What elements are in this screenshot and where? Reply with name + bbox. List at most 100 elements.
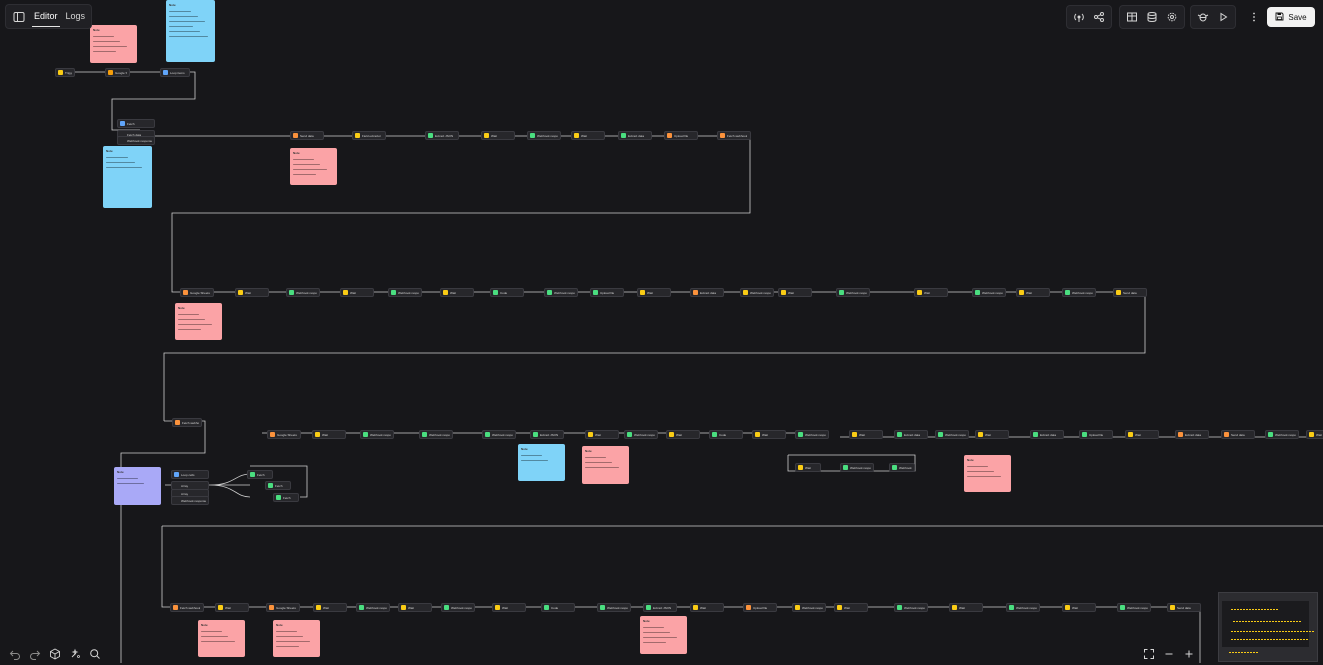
sticky-note[interactable]: Note — [273, 620, 320, 657]
workflow-node[interactable]: Wait — [585, 430, 619, 439]
fullscreen-icon[interactable] — [1140, 645, 1158, 663]
sidebar-toggle-icon[interactable] — [10, 8, 28, 26]
database-icon[interactable] — [1143, 8, 1161, 26]
auto-layout-icon[interactable] — [66, 645, 84, 663]
workflow-node[interactable]: Wait — [752, 430, 786, 439]
workflow-node[interactable]: Extract JSON — [425, 131, 459, 140]
workflow-node[interactable]: Fetch webhook — [170, 603, 204, 612]
workflow-node[interactable]: Extract data — [690, 288, 724, 297]
workflow-node[interactable]: Webhook response — [894, 603, 928, 612]
cube-icon[interactable] — [46, 645, 64, 663]
workflow-node[interactable]: Loop cells — [171, 470, 209, 479]
sticky-note[interactable]: Note — [166, 0, 215, 62]
sticky-note[interactable]: Note — [90, 25, 137, 63]
workflow-node[interactable]: Webhook response — [795, 430, 829, 439]
workflow-node[interactable]: Send data — [1113, 288, 1147, 297]
workflow-node[interactable]: Code — [490, 288, 524, 297]
workflow-node[interactable]: Wait — [834, 603, 868, 612]
workflow-node[interactable]: Google Sheets — [180, 288, 214, 297]
workflow-node[interactable]: Webhook response — [1062, 288, 1096, 297]
workflow-node[interactable]: Wait — [235, 288, 269, 297]
workflow-node[interactable]: Upload file — [743, 603, 777, 612]
workflow-node[interactable]: Fetch — [273, 493, 299, 502]
workflow-node[interactable]: Webhook response — [597, 603, 631, 612]
workflow-node[interactable]: Wait — [312, 430, 346, 439]
sticky-note[interactable]: Note — [103, 146, 152, 208]
workflow-node[interactable]: Webhook response — [972, 288, 1006, 297]
debug-icon[interactable] — [1194, 8, 1212, 26]
sticky-note[interactable]: Note — [290, 148, 337, 185]
workflow-node[interactable]: Webhook response — [792, 603, 826, 612]
undo-icon[interactable] — [6, 645, 24, 663]
workflow-node[interactable]: Webhook response — [624, 430, 658, 439]
workflow-node[interactable]: Extract JSON — [643, 603, 677, 612]
workflow-node[interactable]: Wait — [975, 430, 1009, 439]
zoom-out-icon[interactable] — [1160, 645, 1178, 663]
workflow-node[interactable]: Webhook response — [527, 131, 561, 140]
workflow-node[interactable]: Upload file — [590, 288, 624, 297]
workflow-node[interactable]: Fetch — [265, 481, 291, 490]
workflow-node[interactable]: Trigger — [55, 68, 75, 77]
workflow-node[interactable]: Webhook response — [356, 603, 390, 612]
workflow-node[interactable]: Webhook response — [935, 430, 969, 439]
workflow-node[interactable]: Webhook response — [388, 288, 422, 297]
share-icon[interactable] — [1090, 8, 1108, 26]
workflow-node[interactable]: Fetch — [247, 470, 273, 479]
workflow-node[interactable]: Google Sheets — [105, 68, 130, 77]
workflow-node[interactable]: Webhook response — [740, 288, 774, 297]
workflow-node[interactable]: Webhook response — [286, 288, 320, 297]
workflow-node[interactable]: Webhook response — [1117, 603, 1151, 612]
sticky-note[interactable]: Note — [175, 303, 222, 340]
workflow-node[interactable]: Wait — [440, 288, 474, 297]
workflow-node[interactable]: Webhook response — [836, 288, 870, 297]
workflow-node[interactable]: Webhook response — [171, 496, 209, 505]
workflow-node[interactable]: Wait — [571, 131, 605, 140]
minimap[interactable] — [1218, 592, 1318, 662]
workflow-node[interactable]: Wait — [949, 603, 983, 612]
workflow-node[interactable]: Fetch — [117, 119, 155, 128]
workflow-node[interactable]: Wait — [666, 430, 700, 439]
workflow-node[interactable]: Wait — [690, 603, 724, 612]
sticky-note[interactable]: Note — [640, 616, 687, 654]
sticky-note[interactable]: Note — [198, 620, 245, 657]
tab-editor[interactable]: Editor — [32, 6, 60, 27]
more-vertical-icon[interactable] — [1245, 8, 1263, 26]
workflow-node[interactable]: Fetch webhook — [717, 131, 751, 140]
workflow-node[interactable]: Code — [709, 430, 743, 439]
workflow-node[interactable]: Webhook response — [840, 463, 874, 472]
workflow-node[interactable]: Extract data — [1175, 430, 1209, 439]
workflow-node[interactable]: Extract data — [618, 131, 652, 140]
broadcast-icon[interactable] — [1070, 8, 1088, 26]
workflow-node[interactable]: Wait — [795, 463, 821, 472]
workflow-node[interactable]: Wait — [1062, 603, 1096, 612]
workflow-node[interactable]: Webhook response — [419, 430, 453, 439]
workflow-node[interactable]: Webhook response — [360, 430, 394, 439]
workflow-node[interactable]: Upload file — [1079, 430, 1113, 439]
play-icon[interactable] — [1214, 8, 1232, 26]
workflow-node[interactable]: Wait — [1016, 288, 1050, 297]
workflow-node[interactable]: Wait — [340, 288, 374, 297]
workflow-node[interactable]: Webhook response — [117, 136, 155, 145]
workflow-node[interactable]: Upload file — [664, 131, 698, 140]
workflow-node[interactable]: Wait — [914, 288, 948, 297]
search-icon[interactable] — [86, 645, 104, 663]
workflow-node[interactable]: Send data — [290, 131, 324, 140]
workflow-node[interactable]: Wait — [1306, 430, 1323, 439]
workflow-node[interactable]: Send data — [1167, 603, 1201, 612]
workflow-node[interactable]: Wait — [398, 603, 432, 612]
sticky-note[interactable]: Note — [518, 444, 565, 481]
workflow-node[interactable]: Wait — [849, 430, 883, 439]
workflow-node[interactable]: Wait — [1125, 430, 1159, 439]
workflow-node[interactable]: Webhook response — [441, 603, 475, 612]
workflow-node[interactable]: Webhook response — [544, 288, 578, 297]
workflow-node[interactable]: Google Sheets — [267, 430, 301, 439]
sticky-note[interactable]: Note — [582, 446, 629, 484]
workflow-node[interactable]: Code — [541, 603, 575, 612]
workflow-node[interactable]: Webhook response — [1265, 430, 1299, 439]
table-icon[interactable] — [1123, 8, 1141, 26]
workflow-node[interactable]: Wait — [215, 603, 249, 612]
settings-icon[interactable] — [1163, 8, 1181, 26]
workflow-node[interactable]: Extract data — [894, 430, 928, 439]
workflow-node[interactable]: Loop items — [160, 68, 190, 77]
